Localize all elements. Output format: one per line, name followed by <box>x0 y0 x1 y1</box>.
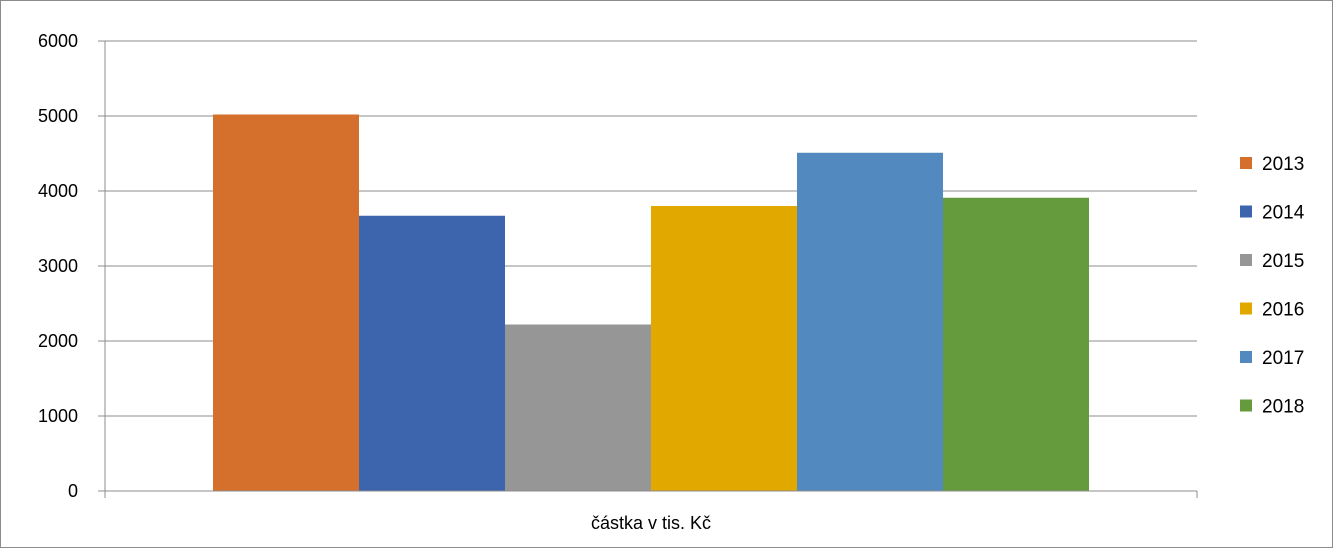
y-tick-label: 6000 <box>38 31 78 51</box>
legend-label: 2014 <box>1262 203 1305 224</box>
y-tick-label: 5000 <box>38 106 78 126</box>
bar-2016 <box>651 206 797 491</box>
category-label: částka v tis. Kč <box>591 513 711 533</box>
bar-2013 <box>213 114 359 491</box>
y-tick-label: 1000 <box>38 406 78 426</box>
legend-swatch <box>1240 254 1252 266</box>
y-tick-label: 4000 <box>38 181 78 201</box>
legend-swatch <box>1240 302 1252 315</box>
legend-swatch <box>1240 157 1252 169</box>
bars <box>213 114 1089 491</box>
legend-swatch <box>1240 205 1252 218</box>
bar-2017 <box>797 152 943 491</box>
legend: 2013 2014 2015 2016 2017 2018 <box>1240 154 1305 418</box>
legend-label: 2013 <box>1262 154 1304 175</box>
legend-label: 2018 <box>1262 397 1304 418</box>
legend-swatch <box>1240 399 1252 412</box>
legend-swatch <box>1240 351 1252 363</box>
legend-label: 2016 <box>1262 300 1304 321</box>
legend-label: 2017 <box>1262 348 1304 369</box>
legend-label: 2015 <box>1262 251 1304 272</box>
bar-2018 <box>943 197 1089 491</box>
x-axis: částka v tis. Kč <box>98 490 1198 533</box>
y-tick-label: 2000 <box>38 331 78 351</box>
y-axis: 0 1000 2000 3000 4000 5000 6000 <box>38 31 106 501</box>
bar-2014 <box>359 215 505 491</box>
y-tick-label: 3000 <box>38 256 78 276</box>
y-tick-label: 0 <box>68 481 78 501</box>
bar-2015 <box>505 324 651 491</box>
